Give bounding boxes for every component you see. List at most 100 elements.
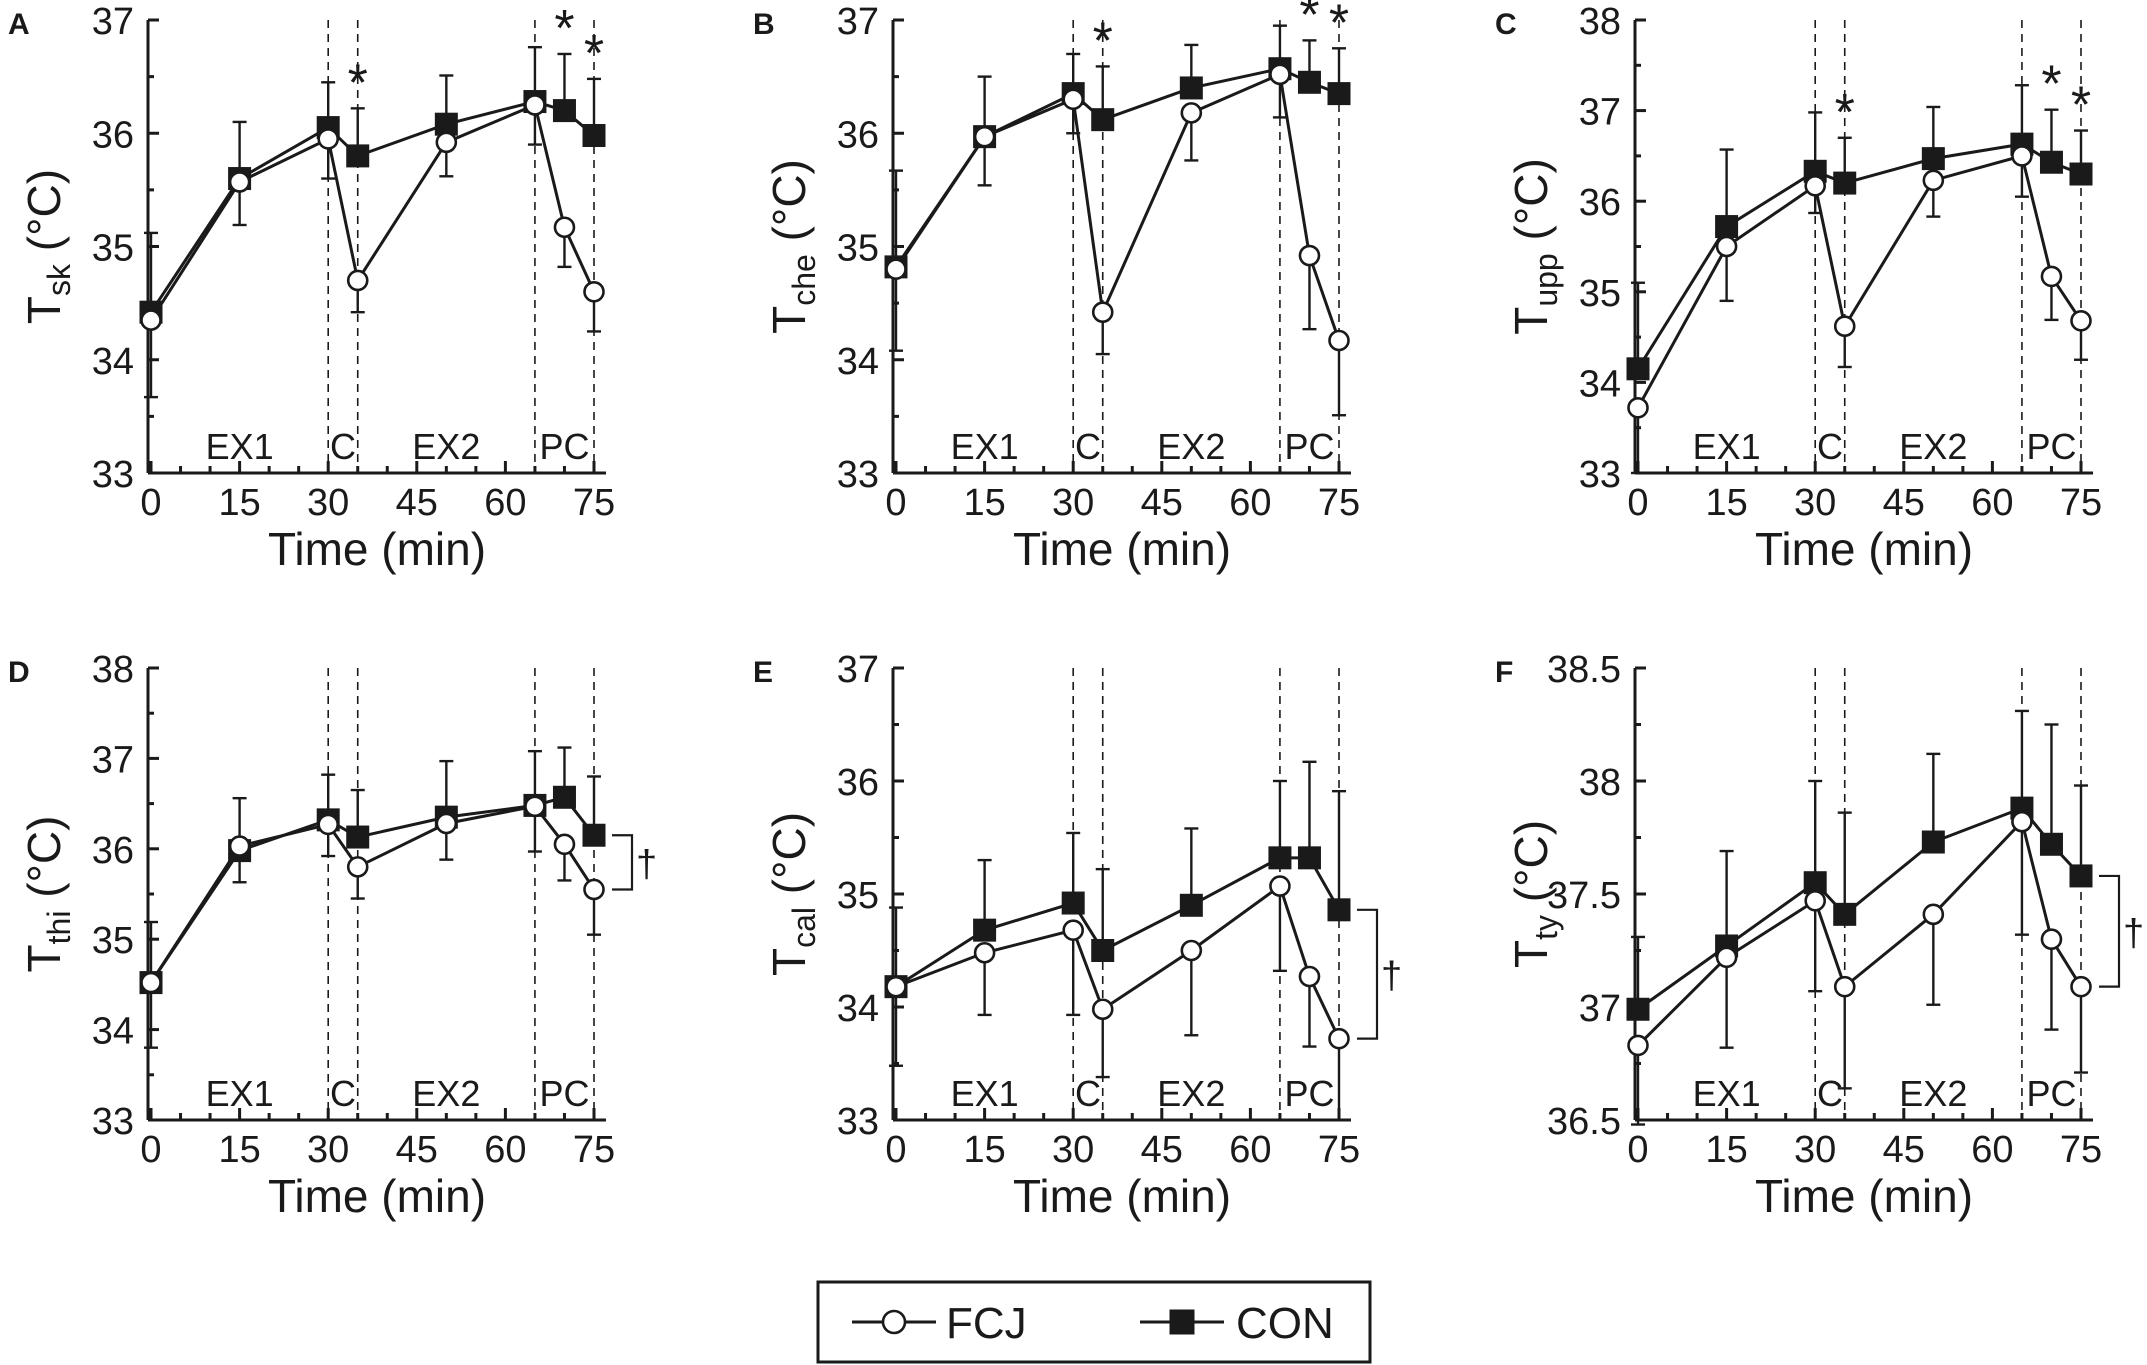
x-tick-label: 0 <box>140 482 161 524</box>
x-tick-label: 75 <box>573 482 615 524</box>
fcj-point <box>1922 169 1945 192</box>
phase-label: EX2 <box>412 1073 480 1114</box>
significance-asterisk: * <box>1835 84 1855 142</box>
x-tick-label: 30 <box>1052 1129 1094 1171</box>
x-tick-label: 60 <box>1971 482 2013 524</box>
phase-label: C <box>1075 1073 1101 1114</box>
fcj-point <box>1062 88 1084 111</box>
x-tick-label: 0 <box>1627 1129 1648 1171</box>
legend: FCJ CON <box>816 1280 1372 1364</box>
con-series-line <box>895 856 1341 988</box>
significance-asterisk: * <box>584 25 604 83</box>
bracket-dagger: † <box>636 843 657 885</box>
fcj-point <box>1627 1034 1649 1057</box>
y-tick-label: 33 <box>92 454 134 496</box>
fcj-point <box>1091 301 1114 323</box>
panel-label: D <box>8 656 30 689</box>
phase-label: EX2 <box>1157 426 1225 467</box>
x-tick-label: 15 <box>963 1129 1005 1171</box>
x-tick-label: 0 <box>885 482 906 524</box>
y-tick-label: 36 <box>837 762 879 804</box>
fcj-point <box>1804 889 1826 912</box>
y-tick-label: 34 <box>837 988 879 1030</box>
x-tick-label: 0 <box>1627 482 1648 524</box>
x-tick-label: 45 <box>1883 482 1925 524</box>
fcj-point <box>140 971 162 994</box>
phase-label: PC <box>1284 1073 1334 1114</box>
fcj-point <box>1715 946 1738 969</box>
y-tick-label: 37 <box>1579 988 1621 1030</box>
x-tick-label: 15 <box>1705 482 1747 524</box>
chart-panels: A 33 34 35 36 37 0 15 30 45 60 75 Time (min) Tsk (°C)… <box>8 0 2144 1222</box>
panel-F: F 36.5 37 37.5 38 38.5 0 15 30 45 60 75 Time (min) Tt… <box>1495 649 2144 1222</box>
con-point <box>1179 893 1203 917</box>
significance-asterisk: * <box>1093 12 1113 70</box>
fcj-point <box>435 812 458 835</box>
fcj-point <box>1627 396 1649 419</box>
fcj-point <box>553 833 576 856</box>
con-point <box>1297 846 1321 870</box>
con-point <box>2039 150 2063 174</box>
x-tick-label: 30 <box>1052 482 1094 524</box>
y-tick-label: 35 <box>92 228 134 270</box>
phase-label: EX2 <box>412 426 480 467</box>
x-tick-label: 15 <box>963 482 1005 524</box>
y-tick-label: 37 <box>92 739 134 781</box>
fcj-point <box>2040 928 2063 951</box>
con-point <box>1091 939 1115 962</box>
fcj-point <box>435 131 458 154</box>
fcj-point <box>973 125 996 148</box>
y-tick-label: 35 <box>1579 273 1621 315</box>
x-tick-label: 30 <box>1794 1129 1836 1171</box>
fcj-point <box>1298 965 1321 988</box>
con-point <box>1833 171 1857 195</box>
significance-asterisk: * <box>554 0 574 58</box>
phase-label: C <box>330 426 356 467</box>
fcj-point <box>2070 975 2092 998</box>
phase-label: PC <box>1284 426 1334 467</box>
y-tick-label: 36 <box>1579 182 1621 224</box>
fcj-point <box>1804 174 1826 197</box>
legend-con-marker <box>1169 1309 1195 1335</box>
significance-asterisk: * <box>348 54 368 112</box>
y-axis-title: Tche (°C) <box>763 159 822 334</box>
phase-label: PC <box>2026 1073 2076 1114</box>
x-tick-label: 30 <box>1794 482 1836 524</box>
con-point <box>2069 162 2093 186</box>
panel-label: C <box>1495 8 1517 41</box>
x-axis-title: Time (min) <box>1013 523 1231 575</box>
x-tick-label: 75 <box>573 1129 615 1171</box>
bracket-dagger: † <box>1381 955 1402 997</box>
x-tick-label: 75 <box>1318 1129 1360 1171</box>
fcj-series-line <box>1636 154 2083 409</box>
fcj-point <box>1269 875 1291 897</box>
phase-label: EX1 <box>951 1073 1019 1114</box>
y-tick-label: 37.5 <box>1547 875 1621 917</box>
con-point <box>1297 70 1321 94</box>
y-tick-label: 34 <box>92 1011 134 1053</box>
y-tick-label: 34 <box>1579 363 1621 405</box>
x-tick-label: 30 <box>307 1129 349 1171</box>
fcj-point <box>1715 235 1738 258</box>
phase-label: EX1 <box>206 1073 274 1114</box>
x-tick-label: 15 <box>218 482 260 524</box>
legend-con-label: CON <box>1236 1299 1334 1348</box>
fcj-point <box>1922 903 1945 926</box>
y-tick-label: 37 <box>92 1 134 43</box>
panel-label: E <box>753 656 773 689</box>
con-point <box>1179 76 1203 100</box>
phase-label: EX1 <box>951 426 1019 467</box>
x-tick-label: 0 <box>140 1129 161 1171</box>
y-tick-label: 38 <box>1579 762 1621 804</box>
y-tick-label: 35 <box>837 228 879 270</box>
y-axis-title: Tsk (°C) <box>18 169 77 324</box>
panel-label: A <box>8 8 30 41</box>
phase-label: EX2 <box>1899 1073 1967 1114</box>
fcj-point <box>1269 63 1291 86</box>
con-point <box>1921 147 1945 171</box>
x-tick-label: 15 <box>1705 1129 1747 1171</box>
x-tick-label: 60 <box>1971 1129 2013 1171</box>
fcj-point <box>524 94 546 116</box>
con-point <box>552 785 576 809</box>
